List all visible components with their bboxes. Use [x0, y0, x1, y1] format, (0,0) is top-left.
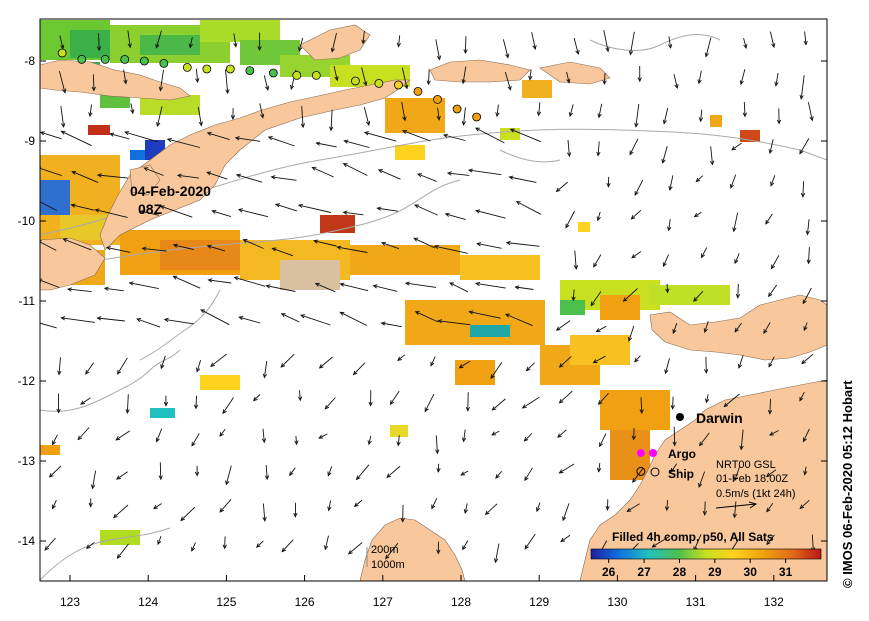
x-tick-label: 124: [138, 595, 158, 609]
argo-float-marker: [183, 63, 191, 71]
argo-float-marker: [394, 81, 402, 89]
sst-patch: [40, 445, 60, 455]
argo-float-marker: [58, 49, 66, 57]
x-tick-label: 126: [295, 595, 315, 609]
colorbar-title: Filled 4h comp, p50, All Sats: [612, 530, 774, 544]
isobath-legend-200m: 200m: [371, 544, 399, 556]
argo-float-marker: [226, 65, 234, 73]
argo-legend-icon: [650, 450, 657, 457]
sst-patch: [600, 295, 640, 320]
colorbar-tick-label: 29: [708, 565, 722, 579]
vector-legend-source: NRT00 GSL: [716, 459, 776, 471]
x-tick-label: 129: [529, 595, 549, 609]
y-tick-label: -12: [18, 374, 36, 388]
x-tick-label: 131: [686, 595, 706, 609]
argo-float-marker: [78, 55, 86, 63]
colorbar-tick-label: 27: [637, 565, 651, 579]
x-tick-label: 130: [607, 595, 627, 609]
vector-legend-scale: 0.5m/s (1kt 24h): [716, 488, 795, 500]
isobath-legend-1000m: 1000m: [371, 559, 405, 571]
sst-patch: [470, 325, 510, 337]
argo-float-marker: [140, 57, 148, 65]
argo-float-marker: [453, 105, 461, 113]
y-tick-label: -10: [18, 214, 36, 228]
sst-patch: [395, 145, 425, 160]
colorbar-tick-label: 31: [779, 565, 793, 579]
sst-patch: [578, 222, 590, 232]
sst-patch: [560, 300, 585, 315]
argo-float-marker: [160, 59, 168, 67]
y-tick-label: -11: [19, 294, 36, 308]
argo-float-marker: [375, 79, 383, 87]
sst-patch: [130, 150, 145, 160]
argo-float-marker: [351, 77, 359, 85]
sst-patch: [570, 335, 630, 365]
argo-float-marker: [121, 55, 129, 63]
argo-float-marker: [293, 71, 301, 79]
vector-legend-time: 01-Feb 18:00Z: [716, 473, 788, 485]
x-tick-label: 127: [373, 595, 393, 609]
sst-patch: [150, 408, 175, 418]
sst-patch: [405, 300, 545, 345]
colorbar-tick-label: 30: [744, 565, 758, 579]
argo-float-marker: [203, 65, 211, 73]
argo-float-marker: [473, 113, 481, 121]
sst-patch: [280, 260, 340, 290]
darwin-marker: [676, 413, 684, 421]
sst-patch: [200, 375, 240, 390]
sst-patch: [460, 255, 540, 280]
x-tick-label: 123: [60, 595, 80, 609]
argo-float-marker: [246, 67, 254, 75]
argo-float-marker: [637, 450, 644, 457]
x-tick-label: 125: [216, 595, 236, 609]
sst-patch: [350, 245, 460, 275]
x-tick-label: 132: [764, 595, 784, 609]
argo-float-marker: [101, 55, 109, 63]
sst-patch: [200, 20, 280, 42]
argo-float-marker: [434, 95, 442, 103]
x-tick-label: 128: [451, 595, 471, 609]
argo-float-marker: [269, 69, 277, 77]
ship-legend-label: Ship: [668, 467, 694, 481]
y-tick-label: -9: [24, 134, 35, 148]
sst-patch: [600, 390, 670, 430]
colorbar-tick-label: 28: [673, 565, 687, 579]
sst-patch: [650, 285, 730, 305]
darwin-label: Darwin: [696, 410, 743, 426]
colorbar-tick-label: 26: [602, 565, 616, 579]
y-tick-label: -13: [18, 454, 36, 468]
sst-patch: [455, 360, 495, 385]
sst-patch: [500, 128, 520, 140]
argo-legend-label: Argo: [668, 447, 696, 461]
sst-patch: [522, 80, 552, 98]
sst-patch: [88, 125, 110, 135]
timestamp-date: 04-Feb-2020: [130, 183, 211, 199]
y-tick-label: -8: [24, 54, 35, 68]
sst-patch: [710, 115, 722, 127]
timestamp-time: 08Z: [138, 201, 163, 217]
sst-patch: [100, 530, 140, 545]
argo-float-marker: [312, 71, 320, 79]
colorbar: [591, 549, 821, 559]
argo-float-marker: [414, 87, 422, 95]
y-tick-label: -14: [18, 534, 36, 548]
copyright-label: © IMOS 06-Feb-2020 05:12 Hobart: [840, 380, 855, 588]
